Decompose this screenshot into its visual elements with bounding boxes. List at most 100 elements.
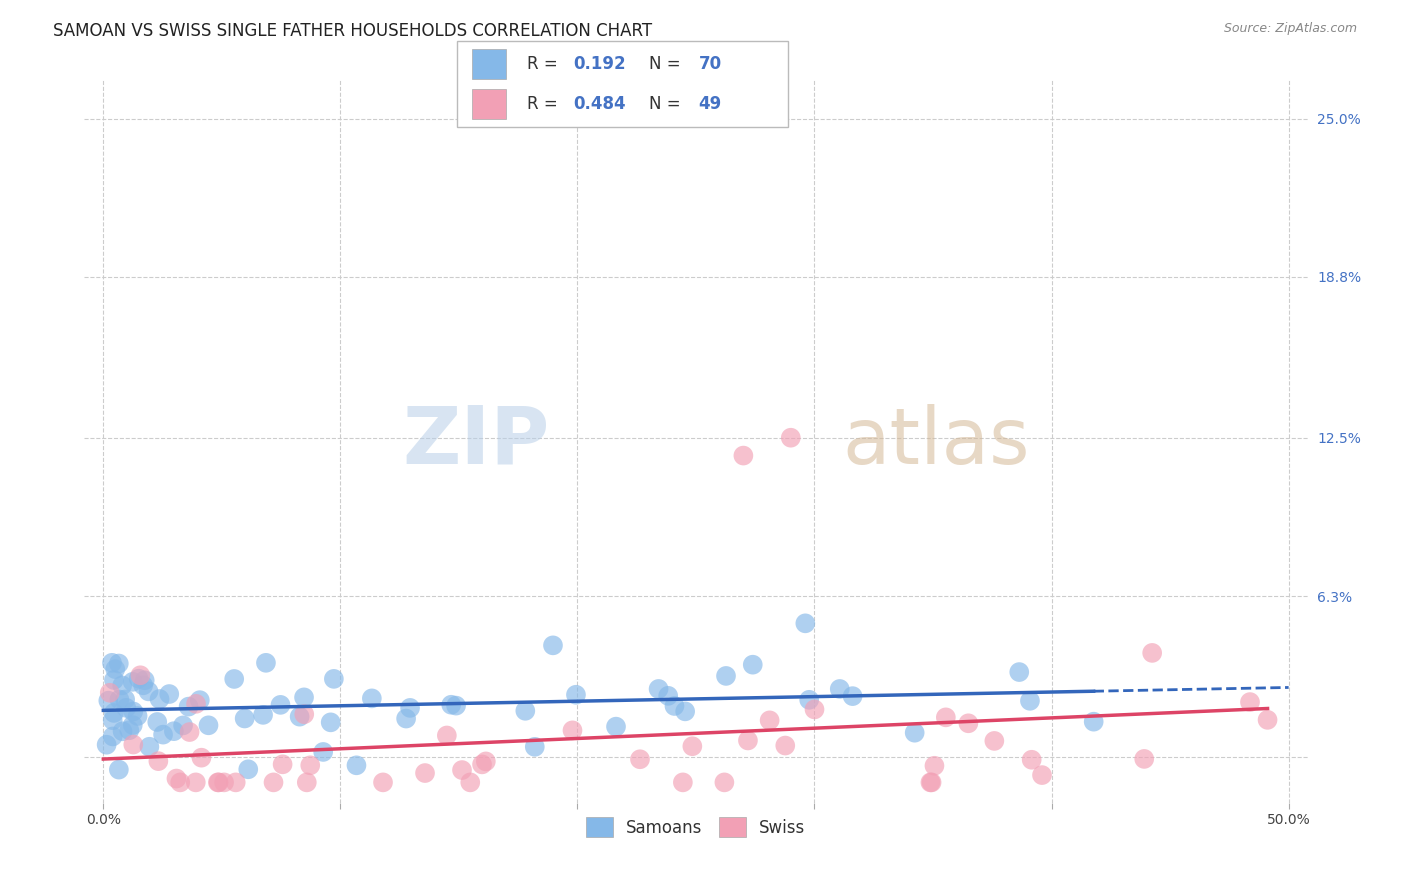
FancyBboxPatch shape <box>457 40 787 128</box>
Point <box>921 775 943 789</box>
Text: N =: N = <box>650 95 681 112</box>
Point <box>103 706 125 720</box>
Text: R =: R = <box>527 95 564 112</box>
Point <box>108 763 131 777</box>
Point <box>733 449 755 463</box>
Point <box>935 710 957 724</box>
Point <box>664 698 686 713</box>
Point <box>115 701 138 715</box>
Legend: Samoans, Swiss: Samoans, Swiss <box>578 809 814 845</box>
Point <box>121 674 143 689</box>
Text: 49: 49 <box>699 95 721 112</box>
Point <box>212 775 235 789</box>
Point <box>148 692 170 706</box>
Text: 0.484: 0.484 <box>574 95 626 112</box>
Point <box>96 738 118 752</box>
Point <box>628 752 651 766</box>
Point <box>177 699 200 714</box>
Point <box>165 772 187 786</box>
Point <box>134 673 156 688</box>
Point <box>111 678 134 692</box>
Point <box>271 757 294 772</box>
Point <box>157 687 180 701</box>
Point <box>263 775 285 789</box>
Point <box>288 709 311 723</box>
Point <box>647 681 669 696</box>
Point <box>101 656 124 670</box>
Point <box>207 775 229 789</box>
Point <box>146 714 169 729</box>
Point <box>803 702 825 716</box>
Point <box>1133 752 1156 766</box>
Point <box>440 698 463 712</box>
Point <box>471 757 494 772</box>
Point <box>122 705 145 719</box>
Point <box>799 693 821 707</box>
Point <box>172 718 194 732</box>
Point <box>190 750 212 764</box>
Point <box>779 431 801 445</box>
Point <box>163 724 186 739</box>
Point <box>184 775 207 789</box>
Point <box>451 763 474 777</box>
Point <box>104 662 127 676</box>
Point <box>737 733 759 747</box>
Point <box>184 697 207 711</box>
Point <box>188 693 211 707</box>
Point <box>713 775 735 789</box>
Point <box>395 712 418 726</box>
Point <box>714 669 737 683</box>
Point <box>436 729 458 743</box>
Point <box>299 758 322 772</box>
Point <box>672 775 695 789</box>
Bar <box>472 88 506 119</box>
Point <box>758 714 780 728</box>
Point <box>118 723 141 738</box>
Point <box>197 718 219 732</box>
Point <box>254 656 277 670</box>
Point <box>904 725 927 739</box>
Point <box>238 762 260 776</box>
Point <box>252 707 274 722</box>
Point <box>794 616 817 631</box>
Point <box>292 690 315 705</box>
Point <box>127 709 149 723</box>
Point <box>108 692 131 706</box>
Text: R =: R = <box>527 55 564 73</box>
Text: Source: ZipAtlas.com: Source: ZipAtlas.com <box>1223 22 1357 36</box>
Point <box>1031 768 1053 782</box>
Point <box>208 775 231 789</box>
Point <box>138 739 160 754</box>
Text: 0.192: 0.192 <box>574 55 626 73</box>
Point <box>523 739 546 754</box>
Point <box>841 689 863 703</box>
Point <box>1140 646 1163 660</box>
Point <box>233 711 256 725</box>
Point <box>319 715 342 730</box>
Point <box>775 739 797 753</box>
Point <box>1021 753 1043 767</box>
Point <box>924 758 946 772</box>
Point <box>122 738 145 752</box>
Text: SAMOAN VS SWISS SINGLE FATHER HOUSEHOLDS CORRELATION CHART: SAMOAN VS SWISS SINGLE FATHER HOUSEHOLDS… <box>53 22 652 40</box>
Point <box>169 775 191 789</box>
Point <box>541 638 564 652</box>
Point <box>1019 694 1042 708</box>
Point <box>413 766 436 780</box>
Point <box>565 688 588 702</box>
Point <box>399 701 422 715</box>
Bar <box>472 49 506 79</box>
Point <box>983 734 1005 748</box>
Point <box>371 775 394 789</box>
Point <box>322 672 344 686</box>
Point <box>561 723 583 738</box>
Point <box>515 704 537 718</box>
Point <box>673 704 696 718</box>
Point <box>444 698 467 713</box>
Point <box>475 755 498 769</box>
Point <box>1239 695 1261 709</box>
Point <box>101 730 124 744</box>
Point <box>152 728 174 742</box>
Text: atlas: atlas <box>842 403 1031 480</box>
Point <box>828 681 851 696</box>
